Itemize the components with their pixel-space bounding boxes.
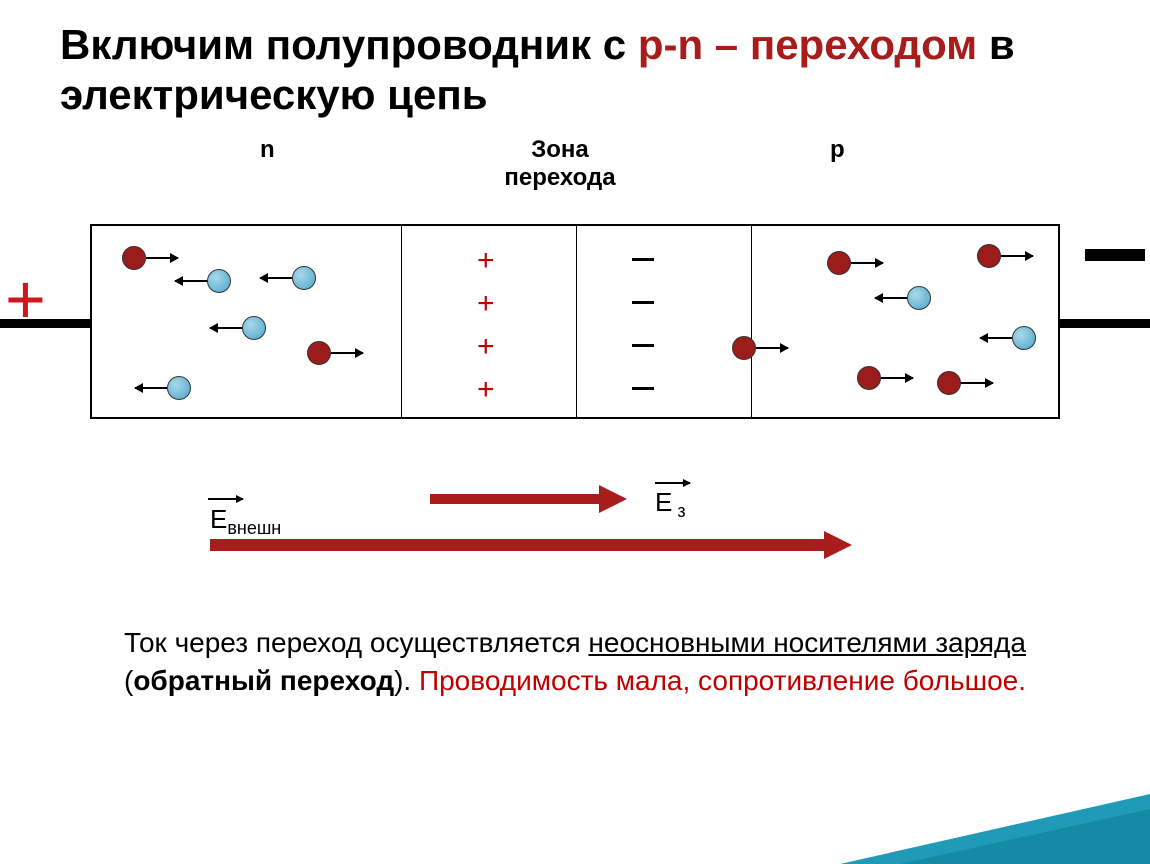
wire-left [0,319,90,328]
wire-right [1060,319,1150,328]
particle-arrow [135,387,167,389]
label-p: p [830,136,845,164]
n-region [92,226,402,417]
depletion-zone-plus: + + + + [402,226,577,417]
particle-arrow [756,347,788,349]
field-arrows-area: Е з Евнешн [0,474,1150,604]
title-part1: Включим полупроводник с [60,21,638,68]
particle-arrow [210,327,242,329]
blue-particle [167,376,191,400]
particle-arrow [1001,255,1033,257]
depletion-zone-minus [577,226,752,417]
red-particle [827,251,851,275]
zone-minus-symbol [632,258,654,261]
blue-particle [907,286,931,310]
blue-particle [207,269,231,293]
minus-terminal [1085,249,1145,261]
red-particle [937,371,961,395]
red-particle [857,366,881,390]
e-vnesh-label: Евнешн [210,504,281,539]
particle-arrow [881,377,913,379]
red-particle [732,336,756,360]
corner-decoration-inner [900,809,1150,864]
zone-plus-symbol: + [477,246,495,276]
zone-plus-symbol: + [477,289,495,319]
zone-minus-symbol [632,344,654,347]
field-arrow-short [430,494,625,504]
particle-arrow [875,297,907,299]
particle-arrow [961,382,993,384]
particle-arrow [146,257,178,259]
pn-diagram: + + + + + [0,194,1150,474]
e-vnesh-vector-arrow [208,498,243,500]
zone-minus-symbol [632,387,654,390]
blue-particle [1012,326,1036,350]
particle-arrow [980,337,1012,339]
particle-arrow [260,277,292,279]
region-labels-row: n Зона перехода p [0,136,1150,194]
particle-arrow [175,280,207,282]
red-particle [307,341,331,365]
e-z-label: Е з [655,487,686,522]
caption-text: Ток через переход осуществляется неоснов… [0,624,1150,700]
zone-plus-symbol: + [477,375,495,405]
field-arrow-long [210,539,850,551]
label-zone: Зона перехода [480,136,640,192]
label-n: n [260,136,275,164]
p-region [752,226,1058,417]
semiconductor-box: + + + + [90,224,1060,419]
particle-arrow [331,352,363,354]
red-particle [977,244,1001,268]
zone-plus-symbol: + [477,332,495,362]
e-z-vector-arrow [655,482,690,484]
title-part-red: p-n – переходом [638,21,977,68]
red-particle [122,246,146,270]
blue-particle [242,316,266,340]
zone-minus-symbol [632,301,654,304]
blue-particle [292,266,316,290]
particle-arrow [851,262,883,264]
slide-title: Включим полупроводник с p-n – переходом … [0,0,1150,131]
